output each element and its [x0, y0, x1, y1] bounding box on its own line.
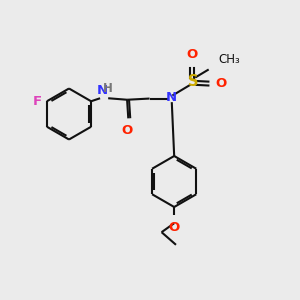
Text: CH₃: CH₃: [218, 53, 240, 67]
Text: H: H: [103, 82, 112, 95]
Text: O: O: [215, 77, 226, 90]
Text: O: O: [122, 124, 133, 137]
Text: N: N: [97, 84, 108, 97]
Text: F: F: [32, 95, 41, 108]
Text: S: S: [188, 74, 198, 89]
Text: N: N: [166, 92, 177, 104]
Text: O: O: [187, 48, 198, 62]
Text: O: O: [169, 221, 180, 234]
